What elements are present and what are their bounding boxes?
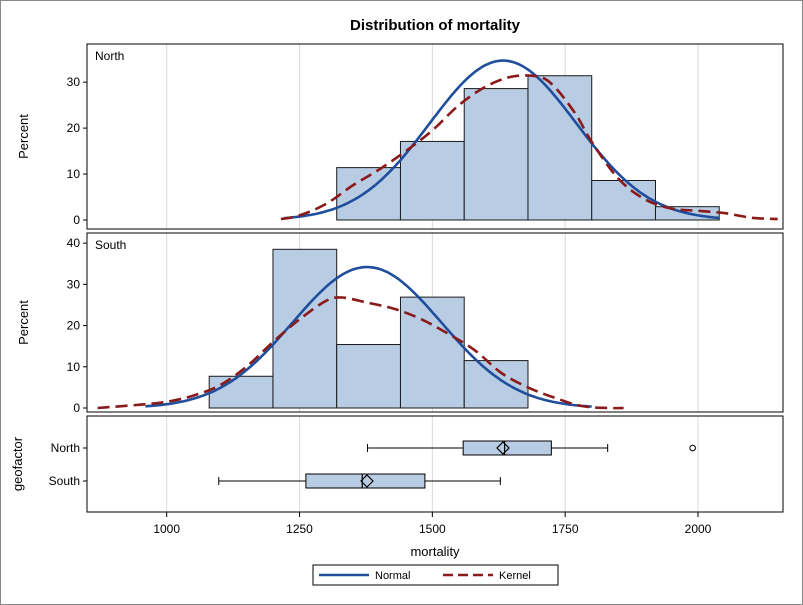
panel-label: South bbox=[95, 238, 126, 252]
histogram-bar bbox=[336, 344, 401, 409]
y-tick-label: 10 bbox=[67, 167, 81, 181]
normal-curve bbox=[145, 265, 592, 408]
x-tick-label: 1000 bbox=[153, 522, 180, 536]
y-tick-label: 10 bbox=[67, 360, 81, 374]
panel-label: North bbox=[95, 49, 124, 63]
y-tick-label: North bbox=[51, 441, 80, 455]
y-tick-label: 30 bbox=[67, 277, 81, 291]
legend-frame bbox=[312, 564, 559, 586]
y-tick-label: 30 bbox=[67, 75, 81, 89]
x-tick-label: 1500 bbox=[419, 522, 446, 536]
y-axis-label: geofactor bbox=[10, 436, 25, 491]
histogram-bar bbox=[591, 179, 656, 221]
legend-label: Kernel bbox=[499, 570, 531, 582]
y-tick-label: South bbox=[49, 474, 80, 488]
histogram-bar bbox=[463, 88, 529, 221]
y-tick-label: 0 bbox=[73, 401, 80, 415]
histogram-bar bbox=[527, 75, 593, 221]
histogram-bar bbox=[272, 248, 338, 409]
box bbox=[462, 440, 552, 456]
mean-marker bbox=[360, 474, 374, 488]
y-tick-label: 20 bbox=[67, 121, 81, 135]
box bbox=[305, 473, 426, 489]
panel-frame bbox=[86, 415, 784, 513]
y-tick-label: 40 bbox=[67, 236, 81, 250]
x-tick-label: 2000 bbox=[685, 522, 712, 536]
chart-title: Distribution of mortality bbox=[350, 17, 521, 34]
kernel-curve bbox=[280, 74, 778, 221]
panel-frame bbox=[86, 43, 784, 230]
histogram-bar bbox=[399, 140, 465, 221]
legend: Normal Kernel bbox=[312, 564, 559, 586]
y-axis-label: Percent bbox=[16, 114, 31, 159]
panel-frame bbox=[86, 232, 784, 413]
histogram-bar bbox=[208, 375, 274, 409]
y-tick-label: 20 bbox=[67, 319, 81, 333]
x-tick-label: 1750 bbox=[552, 522, 579, 536]
normal-curve bbox=[283, 59, 720, 220]
x-tick-label: 1250 bbox=[286, 522, 313, 536]
y-tick-label: 0 bbox=[73, 213, 80, 227]
mean-marker bbox=[496, 441, 510, 455]
histogram-bar bbox=[463, 360, 529, 409]
outlier-point bbox=[689, 444, 696, 452]
legend-label: Normal bbox=[375, 570, 410, 582]
kernel-curve bbox=[97, 296, 624, 410]
y-axis-label: Percent bbox=[16, 300, 31, 345]
x-axis-label: mortality bbox=[410, 544, 460, 559]
